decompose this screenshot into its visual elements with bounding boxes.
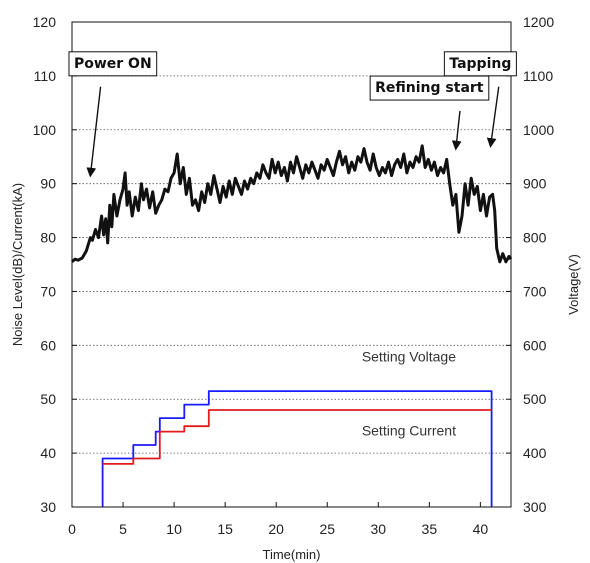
- y-axis-right-label: Voltage(V): [566, 254, 581, 315]
- annotations: Power ON Refining start Tapping: [68, 51, 517, 178]
- x-tick-label: 25: [319, 521, 335, 537]
- annotation-arrow: [486, 86, 500, 148]
- y-left-tick-label: 60: [40, 337, 56, 353]
- annotation-arrow: [451, 110, 462, 151]
- x-tick-label: 30: [370, 521, 386, 537]
- x-tick-label: 35: [422, 521, 438, 537]
- y-left-tick-label: 40: [40, 445, 56, 461]
- y-right-tick-label: 600: [523, 337, 547, 353]
- y-axis-left-label: Noise Level(dB)/Current(kA): [10, 183, 25, 346]
- y-left-tick-label: 120: [33, 14, 57, 30]
- annotation-label: Refining start: [375, 80, 484, 96]
- y-right-tick-label: 1200: [523, 14, 554, 30]
- y-left-tick-label: 30: [40, 499, 56, 515]
- x-tick-label: 0: [68, 521, 76, 537]
- annotation-label: Tapping: [449, 56, 511, 72]
- x-axis-label: Time(min): [262, 547, 320, 562]
- y-right-tick-label: 400: [523, 445, 547, 461]
- y-right-tick-label: 1000: [523, 122, 554, 138]
- series-line-setting-voltage: [101, 390, 493, 507]
- y-left-tick-label: 50: [40, 391, 56, 407]
- annotation-box: [68, 51, 158, 77]
- plot-frame: [71, 21, 512, 508]
- annotation-arrow: [86, 86, 102, 178]
- y-left-tick-label: 100: [33, 122, 57, 138]
- y-right-tick-label: 1100: [523, 68, 553, 84]
- y-left-tick-label: 110: [34, 68, 57, 84]
- series-line-setting-current: [102, 409, 492, 465]
- y-left-tick-label: 80: [40, 230, 56, 246]
- x-tick-label: 10: [166, 521, 182, 537]
- y-right-tick-label: 700: [523, 283, 547, 299]
- x-tick-label: 40: [473, 521, 489, 537]
- series-label: Setting Voltage: [362, 349, 456, 365]
- x-tick-label: 5: [119, 521, 127, 537]
- series-layer: Setting Voltage Setting Current: [71, 144, 513, 507]
- y-right-tick-label: 500: [523, 391, 547, 407]
- x-tick-label: 20: [268, 521, 284, 537]
- grid-lines: [72, 75, 511, 454]
- series-label: Setting Current: [362, 422, 456, 438]
- y-left-tick-label: 90: [40, 176, 56, 192]
- annotation-box: [369, 75, 490, 101]
- y-right-tick-label: 800: [523, 230, 547, 246]
- axis-ticks: 0 5 10 15 20 25 30 35 40 30 40 50 60 70 80 90 100 110 120 3…: [33, 14, 555, 537]
- y-right-tick-label: 900: [523, 176, 547, 192]
- annotation-box: [443, 51, 517, 77]
- annotation-label: Power ON: [74, 56, 152, 72]
- y-right-tick-label: 300: [523, 499, 547, 515]
- y-left-tick-label: 70: [40, 283, 56, 299]
- series-line-noise-level: [71, 144, 513, 264]
- x-tick-label: 15: [217, 521, 233, 537]
